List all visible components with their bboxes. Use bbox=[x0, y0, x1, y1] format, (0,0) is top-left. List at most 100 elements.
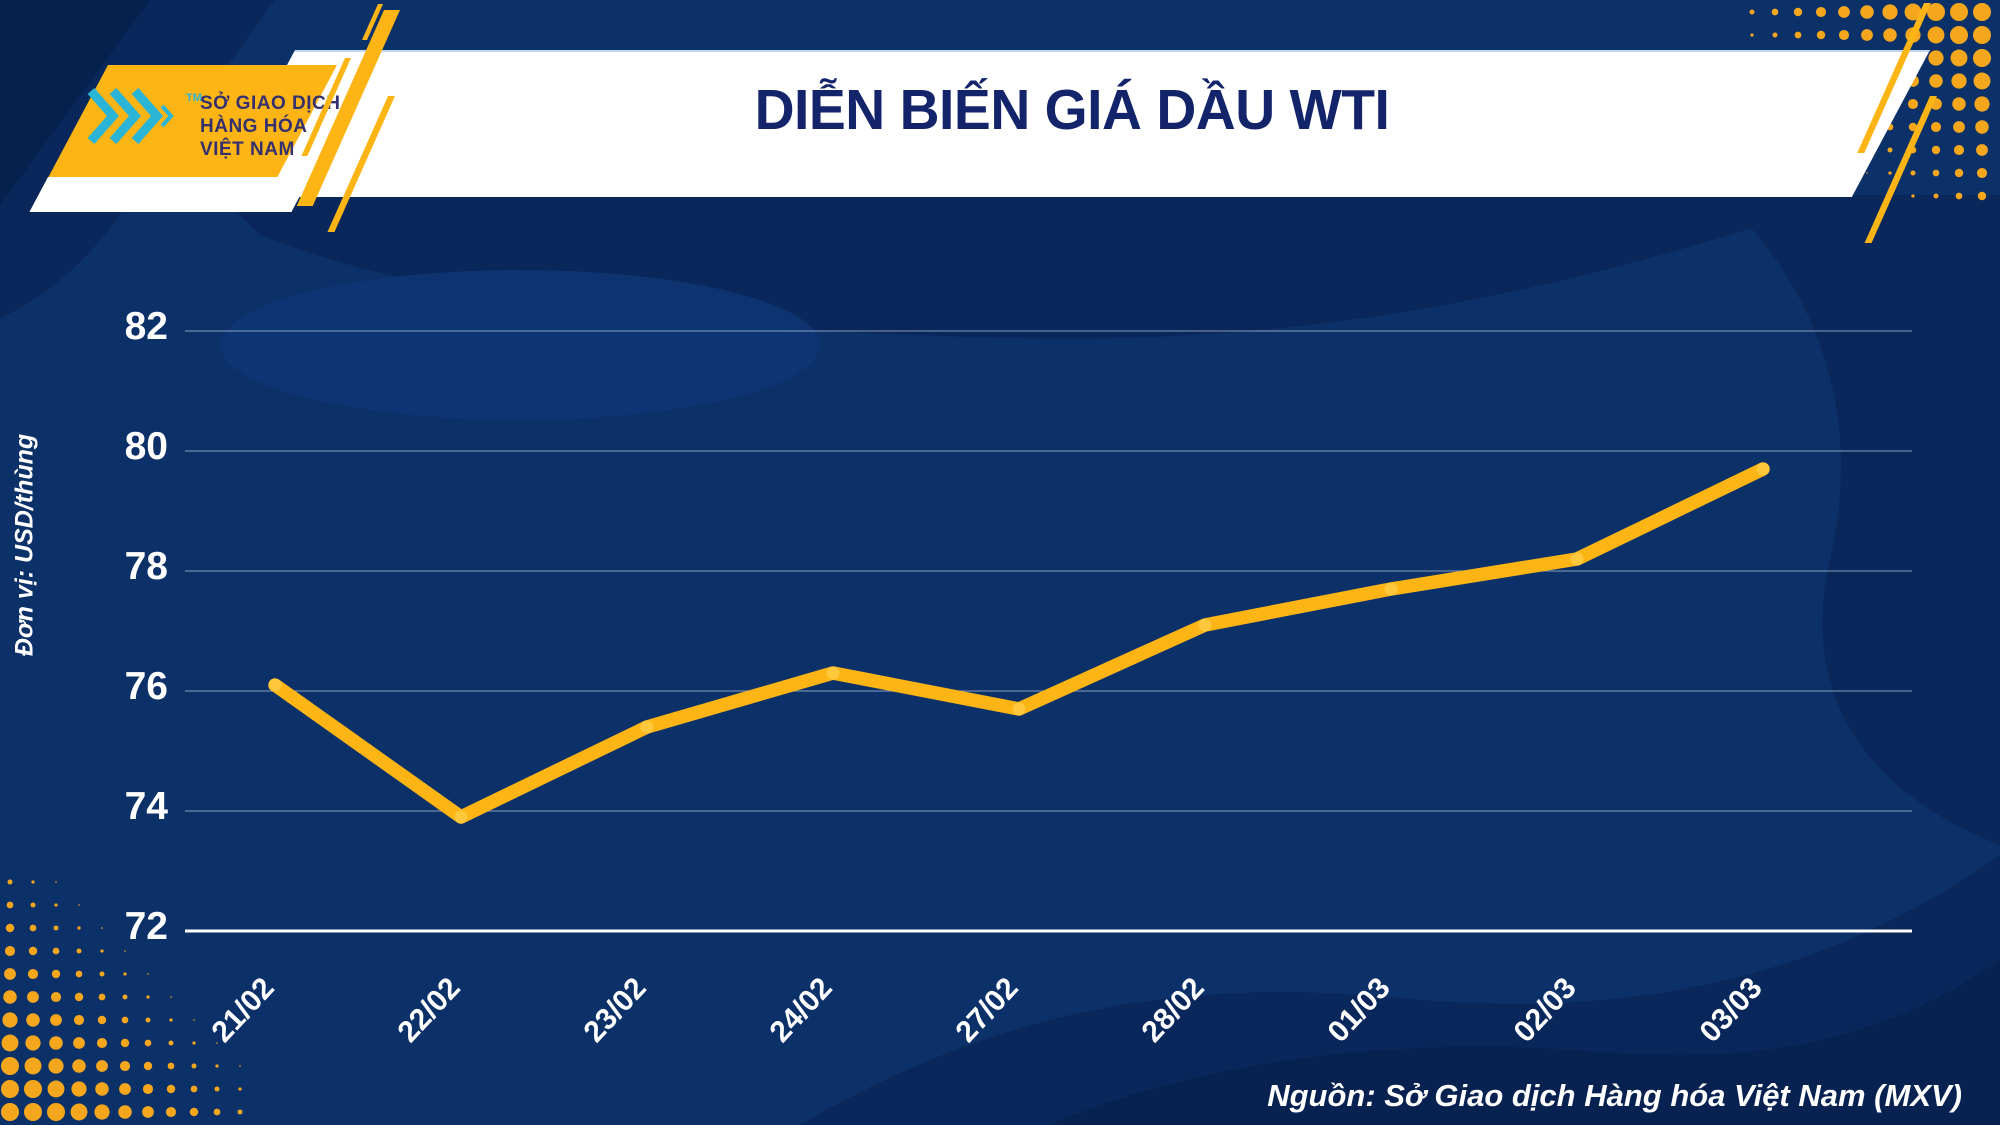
halftone-dot bbox=[1953, 144, 1965, 156]
halftone-dot bbox=[1, 1057, 19, 1075]
data-point-marker bbox=[826, 666, 840, 680]
halftone-dot bbox=[51, 969, 61, 979]
halftone-dot bbox=[1931, 145, 1941, 155]
data-point-marker bbox=[454, 810, 468, 824]
halftone-dot bbox=[24, 1057, 42, 1075]
source-note: Nguồn: Sở Giao dịch Hàng hóa Việt Nam (M… bbox=[1267, 1078, 1962, 1113]
halftone-dot bbox=[1932, 169, 1940, 177]
halftone-dot bbox=[1977, 191, 1987, 201]
wti-price-line bbox=[268, 462, 1770, 824]
chart-title: DIỄN BIẾN GIÁ DẦU WTI bbox=[754, 78, 1390, 142]
halftone-dot bbox=[170, 996, 172, 998]
halftone-dot bbox=[167, 1062, 175, 1070]
data-point-marker bbox=[640, 720, 654, 734]
halftone-dot bbox=[124, 950, 126, 952]
logo-line-2: HÀNG HÓA bbox=[200, 116, 308, 137]
halftone-dot bbox=[4, 945, 16, 957]
halftone-dot bbox=[53, 925, 59, 931]
halftone-dot bbox=[146, 995, 150, 999]
halftone-dot bbox=[1953, 121, 1965, 133]
halftone-dot bbox=[100, 949, 104, 953]
halftone-dot bbox=[142, 1083, 154, 1095]
halftone-dot bbox=[27, 968, 39, 980]
halftone-dot bbox=[25, 1035, 41, 1051]
halftone-dot bbox=[191, 1063, 197, 1069]
halftone-dot bbox=[55, 881, 57, 883]
halftone-dot bbox=[168, 1040, 174, 1046]
halftone-dot bbox=[144, 1039, 152, 1047]
halftone-dot bbox=[1930, 121, 1942, 133]
halftone-dot bbox=[238, 1087, 242, 1091]
halftone-dot bbox=[75, 970, 83, 978]
halftone-dot bbox=[1973, 72, 1991, 90]
halftone-dot bbox=[1976, 167, 1988, 179]
halftone-dot bbox=[1816, 30, 1826, 40]
halftone-dot bbox=[1907, 98, 1919, 110]
halftone-dot bbox=[189, 1107, 199, 1117]
halftone-dot bbox=[48, 1058, 64, 1074]
halftone-dot bbox=[1954, 168, 1964, 178]
halftone-dot bbox=[1815, 6, 1827, 18]
halftone-dot bbox=[1955, 192, 1963, 200]
halftone-dot bbox=[118, 1105, 132, 1119]
halftone-dot bbox=[95, 1082, 109, 1096]
halftone-dot bbox=[24, 1103, 42, 1121]
halftone-dot bbox=[98, 993, 106, 1001]
halftone-dot bbox=[47, 1103, 65, 1121]
halftone-dot bbox=[52, 947, 60, 955]
halftone-dot bbox=[142, 1106, 154, 1118]
halftone-dot bbox=[4, 968, 16, 980]
halftone-dot bbox=[121, 1016, 129, 1024]
y-axis-title: Đơn vị: USD/thùng bbox=[10, 433, 39, 657]
halftone-dot bbox=[1928, 50, 1944, 66]
halftone-dot bbox=[145, 1017, 151, 1023]
halftone-dot bbox=[1950, 26, 1968, 44]
halftone-dot bbox=[213, 1108, 221, 1116]
halftone-dot bbox=[74, 992, 84, 1002]
data-point-marker bbox=[1012, 702, 1026, 716]
halftone-dot bbox=[28, 946, 38, 956]
halftone-dot bbox=[1929, 74, 1943, 88]
halftone-dot bbox=[1883, 28, 1897, 42]
halftone-dot bbox=[119, 1083, 131, 1095]
halftone-dot bbox=[1794, 31, 1802, 39]
halftone-dot bbox=[1950, 49, 1968, 67]
halftone-dot bbox=[1974, 96, 1990, 112]
halftone-dot bbox=[166, 1084, 176, 1094]
halftone-dot bbox=[1772, 32, 1778, 38]
halftone-dot bbox=[122, 994, 128, 1000]
halftone-dot bbox=[120, 1038, 130, 1048]
y-tick-label: 78 bbox=[124, 545, 168, 588]
halftone-dot bbox=[1, 1103, 19, 1121]
halftone-dot bbox=[24, 1080, 42, 1098]
halftone-dot bbox=[1, 1080, 19, 1098]
halftone-dot bbox=[1973, 49, 1991, 67]
halftone-dot bbox=[1838, 6, 1850, 18]
halftone-dot bbox=[1927, 3, 1945, 21]
halftone-dot bbox=[1749, 9, 1755, 15]
halftone-dot bbox=[94, 1104, 110, 1120]
y-tick-label: 74 bbox=[124, 785, 168, 828]
halftone-dot bbox=[70, 1103, 88, 1121]
mxv-chevrons-icon bbox=[87, 88, 174, 144]
halftone-dot bbox=[1860, 5, 1874, 19]
halftone-dot bbox=[239, 1065, 241, 1067]
halftone-dot bbox=[1973, 26, 1991, 44]
halftone-dot bbox=[78, 904, 80, 906]
halftone-dot bbox=[1882, 4, 1898, 20]
halftone-dot bbox=[237, 1109, 243, 1115]
halftone-dot bbox=[1838, 29, 1850, 41]
halftone-dot bbox=[165, 1106, 177, 1118]
halftone-dot bbox=[3, 990, 17, 1004]
halftone-dot bbox=[6, 901, 14, 909]
halftone-dot bbox=[96, 1037, 108, 1049]
halftone-dot bbox=[73, 1014, 85, 1026]
decor-light-blob bbox=[220, 270, 820, 420]
halftone-dot bbox=[1750, 33, 1754, 37]
halftone-dot bbox=[193, 1019, 195, 1021]
data-point-marker bbox=[1198, 618, 1212, 632]
y-tick-label: 80 bbox=[124, 425, 168, 468]
halftone-dot bbox=[1951, 73, 1967, 89]
halftone-dot bbox=[1861, 29, 1873, 41]
